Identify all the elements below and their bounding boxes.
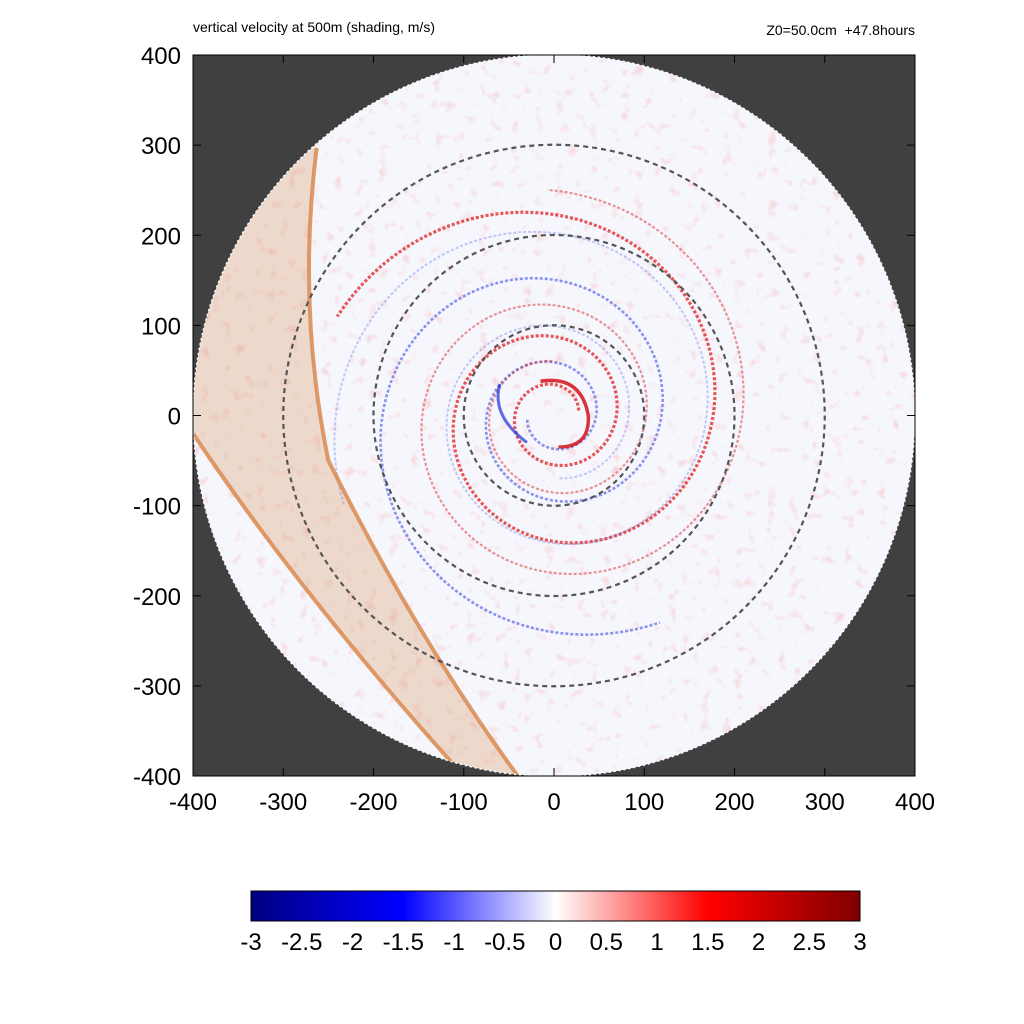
colorbar-tick-label: -1.5 (383, 929, 424, 956)
land-band-fill (193, 145, 518, 776)
y-tick-label: -200 (133, 584, 181, 611)
land-band-edge-west (193, 432, 466, 777)
colorbar (250, 890, 861, 922)
land-band-edge-east (306, 147, 520, 777)
rainband-3 (420, 188, 745, 576)
x-tick-label: -400 (169, 789, 217, 816)
y-tick-label: 100 (141, 313, 181, 340)
x-tick-label: 300 (805, 789, 845, 816)
colorbar-tick-label: 0.5 (590, 929, 623, 956)
x-tick-label: -300 (259, 789, 307, 816)
eyewall-blue (496, 383, 528, 444)
y-tick-label: 300 (141, 133, 181, 160)
colorbar-tick-label: 3 (853, 929, 866, 956)
range-ring-300 (282, 143, 826, 688)
y-tick-label: 200 (141, 223, 181, 250)
x-tick-label: 200 (714, 789, 754, 816)
range-ring-200 (372, 233, 736, 598)
colorbar-tick-label: -1 (443, 929, 464, 956)
chart-annotation: Z0=50.0cm +47.8hours (766, 22, 915, 38)
colorbar-tick-label: -2 (342, 929, 363, 956)
y-tick-label: -400 (133, 764, 181, 791)
colorbar-tick-label: -3 (240, 929, 261, 956)
colorbar-tick-label: 2.5 (793, 929, 826, 956)
colorbar-tick-label: 2 (752, 929, 765, 956)
y-tick-label: 0 (168, 404, 181, 431)
colorbar-tick-label: 1 (650, 929, 663, 956)
eyewall-red (540, 378, 591, 449)
x-tick-label: 100 (624, 789, 664, 816)
colorbar-tick-label: 1.5 (691, 929, 724, 956)
range-ring-100 (462, 324, 646, 507)
chart-title: vertical velocity at 500m (shading, m/s) (193, 19, 435, 35)
colorbar-tick-label: 0 (549, 929, 562, 956)
y-tick-label: 400 (141, 43, 181, 70)
x-tick-label: -100 (440, 789, 488, 816)
x-tick-label: -200 (349, 789, 397, 816)
y-tick-label: -300 (133, 674, 181, 701)
colorbar-tick-label: -2.5 (281, 929, 322, 956)
x-tick-label: 0 (547, 789, 560, 816)
y-tick-label: -100 (133, 494, 181, 521)
rainband-2 (379, 276, 665, 637)
rainband-1 (335, 210, 717, 545)
x-tick-label: 400 (895, 789, 935, 816)
colorbar-tick-label: -0.5 (484, 929, 525, 956)
